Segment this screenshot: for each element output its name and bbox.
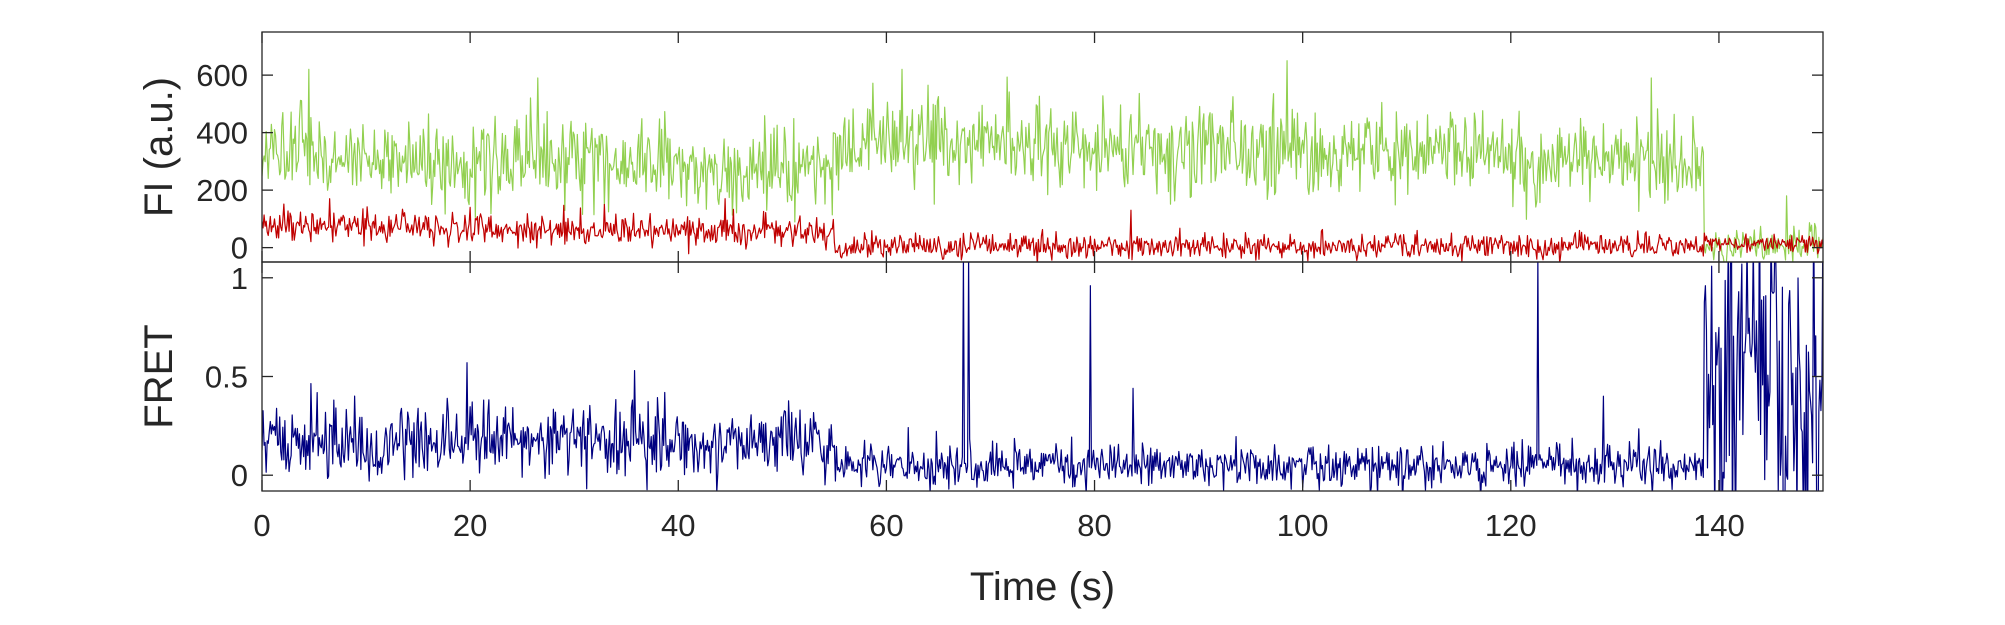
- y-tick-label-1-0: 0: [231, 458, 248, 493]
- y-axis-title-0: FI (a.u.): [137, 77, 181, 217]
- y-tick-label-0-0: 0: [231, 231, 248, 266]
- series-line-0-0: [262, 60, 1823, 262]
- y-tick-label-0-2: 400: [196, 116, 248, 151]
- x-axis-title: Time (s): [970, 565, 1115, 609]
- y-tick-label-1-2: 1: [231, 261, 248, 296]
- y-tick-label-0-3: 600: [196, 58, 248, 93]
- x-tick-label-0: 0: [253, 508, 270, 543]
- series-line-0-1: [262, 198, 1823, 262]
- y-axis-title-1: FRET: [137, 324, 181, 428]
- y-tick-label-1-1: 0.5: [205, 360, 248, 395]
- x-tick-label-2: 40: [661, 508, 695, 543]
- x-tick-label-7: 140: [1693, 508, 1745, 543]
- fret-panel: 0 0.5 1 0 20 40 60 80 100 120 140 FRET Time (s): [137, 261, 1824, 609]
- y-tick-label-0-1: 200: [196, 173, 248, 208]
- x-tick-label-5: 100: [1277, 508, 1329, 543]
- x-tick-label-3: 60: [869, 508, 903, 543]
- series-line-1-0: [262, 262, 1823, 491]
- x-tick-label-6: 120: [1485, 508, 1537, 543]
- x-tick-label-1: 20: [453, 508, 487, 543]
- intensity-panel: 0 200 400 600 FI (a.u.): [137, 31, 1824, 266]
- x-tick-label-4: 80: [1077, 508, 1111, 543]
